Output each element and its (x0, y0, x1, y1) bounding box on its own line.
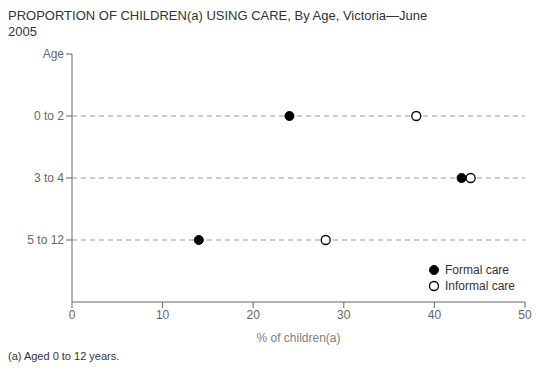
svg-text:30: 30 (337, 308, 351, 322)
svg-text:Age: Age (43, 47, 65, 61)
svg-text:3 to 4: 3 to 4 (34, 171, 64, 185)
svg-text:5 to 12: 5 to 12 (27, 233, 64, 247)
svg-text:40: 40 (428, 308, 442, 322)
html-text:Formal care: Formal care (445, 263, 509, 277)
html-text:(a) Aged 0 to 12 years.: (a) Aged 0 to 12 years. (8, 350, 120, 362)
svg-text:10: 10 (156, 308, 170, 322)
svg-text:0 to 2: 0 to 2 (34, 109, 64, 123)
svg-text:50: 50 (518, 308, 532, 322)
html-text:PROPORTION OF CHILDREN(a) USIN: PROPORTION OF CHILDREN(a) USING CARE, By… (8, 8, 428, 39)
svg-text:0: 0 (69, 308, 76, 322)
svg-text:20: 20 (247, 308, 261, 322)
svg-text:% of children(a): % of children(a) (256, 331, 340, 345)
html-text:Informal care: Informal care (445, 279, 515, 293)
